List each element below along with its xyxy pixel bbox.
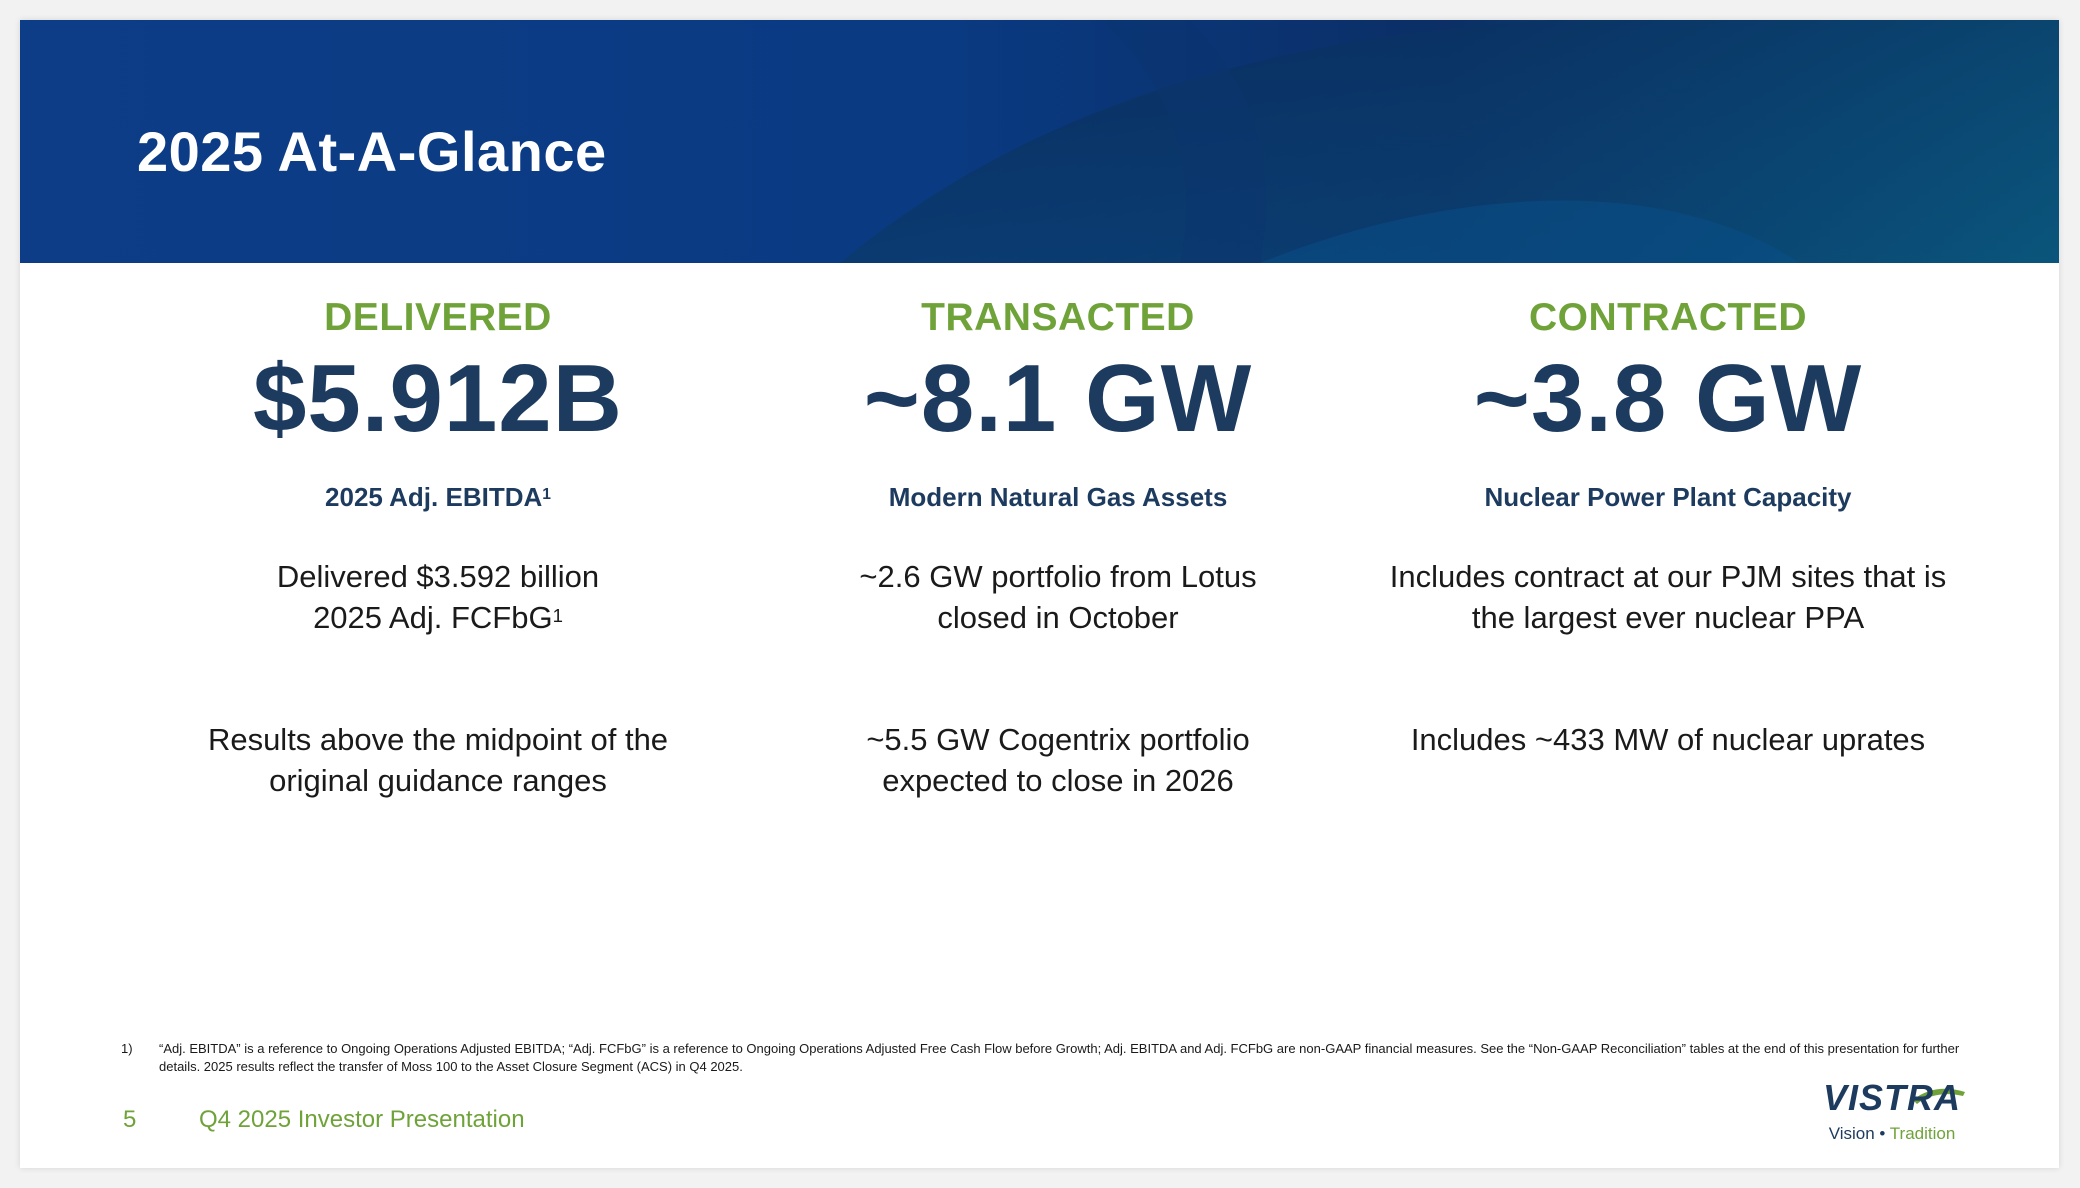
- column-delivered: DELIVERED $5.912B 2025 Adj. EBITDA1 Deli…: [133, 290, 743, 801]
- slide: 2025 At-A-Glance DELIVERED $5.912B 2025 …: [20, 20, 2059, 1168]
- column-caption: 2025 Adj. EBITDA1: [133, 480, 743, 514]
- banner-background: [20, 20, 2059, 263]
- detail-line: Includes contract at our PJM sites that …: [1389, 559, 1947, 594]
- column-transacted: TRANSACTED ~8.1 GW Modern Natural Gas As…: [753, 290, 1363, 801]
- detail-line: ~2.6 GW portfolio from Lotus: [859, 559, 1257, 594]
- detail-line: Includes ~433 MW of nuclear uprates: [1410, 722, 1926, 757]
- detail-line-text: 2025 Adj. FCFbG: [313, 600, 553, 635]
- column-detail: Includes ~433 MW of nuclear uprates: [1363, 719, 1973, 801]
- column-caption: Nuclear Power Plant Capacity: [1484, 482, 1852, 512]
- column-metric: ~8.1 GW: [863, 345, 1253, 452]
- title-banner: 2025 At-A-Glance: [20, 20, 2059, 263]
- tagline-dot: •: [1879, 1124, 1886, 1143]
- column-metric: $5.912B: [253, 345, 623, 452]
- tagline-vision: Vision: [1828, 1124, 1875, 1143]
- footnote-marker: 1: [552, 605, 563, 626]
- footnote-marker: 1: [542, 486, 551, 503]
- column-heading: CONTRACTED: [1529, 296, 1807, 339]
- detail-line: the largest ever nuclear PPA: [1471, 600, 1865, 635]
- column-metric: ~3.8 GW: [1473, 345, 1863, 452]
- column-detail: ~5.5 GW Cogentrix portfolio expected to …: [753, 719, 1363, 801]
- vistra-logo: VISTRA Vision • Tradition: [1817, 1078, 1967, 1148]
- detail-line: Delivered $3.592 billion: [276, 559, 600, 594]
- detail-line: expected to close in 2026: [882, 763, 1234, 798]
- detail-line: original guidance ranges: [269, 763, 607, 798]
- column-heading: DELIVERED: [324, 296, 552, 339]
- column-detail: ~2.6 GW portfolio from Lotus closed in O…: [753, 556, 1363, 638]
- page-title: 2025 At-A-Glance: [137, 120, 607, 183]
- detail-line: 2025 Adj. FCFbG1: [133, 597, 743, 638]
- column-detail: Delivered $3.592 billion 2025 Adj. FCFbG…: [133, 556, 743, 638]
- logo-swoosh-icon: [1913, 1088, 1965, 1104]
- caption-text: 2025 Adj. EBITDA: [325, 482, 543, 512]
- logo-tagline: Vision • Tradition: [1817, 1124, 1967, 1144]
- detail-line: ~5.5 GW Cogentrix portfolio: [866, 722, 1250, 757]
- footnote-text: “Adj. EBITDA” is a reference to Ongoing …: [159, 1041, 1960, 1074]
- detail-line: closed in October: [937, 600, 1179, 635]
- footnote-number: 1): [121, 1041, 133, 1056]
- column-detail: Results above the midpoint of the origin…: [133, 719, 743, 801]
- logo-wordmark: VISTRA: [1822, 1077, 1961, 1118]
- column-detail: Includes contract at our PJM sites that …: [1363, 556, 1973, 638]
- deck-name: Q4 2025 Investor Presentation: [199, 1106, 525, 1133]
- detail-line: Results above the midpoint of the: [207, 722, 669, 757]
- column-caption: Modern Natural Gas Assets: [888, 482, 1228, 512]
- column-heading: TRANSACTED: [921, 296, 1195, 339]
- page-number: 5: [123, 1106, 137, 1133]
- tagline-tradition: Tradition: [1889, 1124, 1956, 1143]
- column-contracted: CONTRACTED ~3.8 GW Nuclear Power Plant C…: [1363, 290, 1973, 801]
